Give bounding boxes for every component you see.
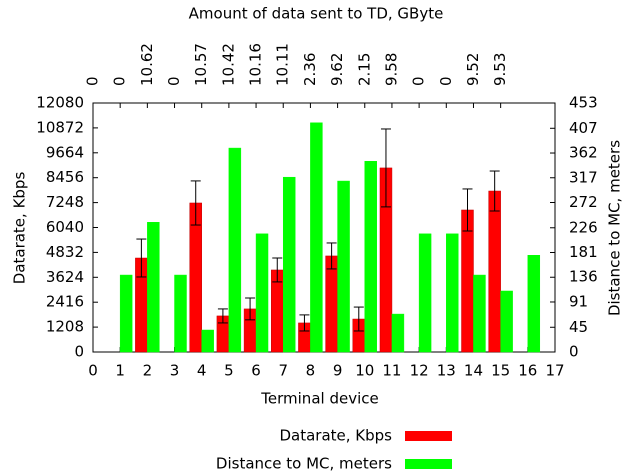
bar (527, 255, 541, 353)
x-tick-label: 11 (382, 362, 401, 380)
legend-label: Distance to MC, meters (216, 455, 392, 473)
x-tick-label: 16 (518, 362, 537, 380)
error-bar (353, 306, 364, 332)
y2-tick-label: 407 (569, 119, 598, 137)
error-bar (489, 170, 500, 212)
y2-tick-label: 453 (569, 94, 598, 112)
x-tick-label: 13 (437, 362, 456, 380)
x-tick-label: 4 (197, 362, 207, 380)
x-axis-label: Terminal device (260, 390, 378, 408)
x2-tick-label: 10.11 (274, 43, 292, 86)
x-tick-label: 17 (545, 362, 564, 380)
y-axis-label: Datarate, Kbps (11, 172, 29, 285)
x2-tick-label: 0 (111, 76, 129, 86)
bar (201, 329, 214, 353)
bar (500, 290, 513, 353)
y-tick-label: 0 (74, 343, 84, 361)
x-tick-label: 6 (251, 362, 261, 380)
y2-tick-label: 45 (569, 318, 588, 336)
y2-tick-label: 91 (569, 292, 588, 310)
bar (488, 190, 501, 353)
y2-tick-label: 317 (569, 168, 598, 186)
x2-tick-label: 10.16 (247, 43, 265, 86)
y-tick-label: 7248 (46, 193, 84, 211)
x2-tick-label: 2.36 (301, 53, 319, 86)
bar (255, 233, 269, 353)
y-tick-label: 10872 (36, 118, 84, 136)
bar (391, 313, 405, 353)
y-tick-label: 8456 (46, 168, 84, 186)
x-tick-label: 1 (115, 362, 125, 380)
legend-label: Datarate, Kbps (279, 427, 392, 445)
x2-tick-label: 0 (437, 76, 455, 86)
bar (310, 122, 323, 353)
legend-swatch (405, 459, 452, 469)
error-bar (245, 297, 256, 321)
y-tick-label: 2416 (46, 293, 84, 311)
x-tick-label: 12 (410, 362, 429, 380)
bar (147, 222, 160, 353)
error-bar (380, 128, 391, 208)
bar (446, 233, 459, 353)
y2-tick-label: 0 (569, 343, 579, 361)
error-bar (190, 180, 201, 226)
error-bar (136, 238, 147, 278)
legend-swatch (405, 431, 452, 441)
x-tick-label: 7 (278, 362, 288, 380)
y-tick-label: 3624 (46, 268, 84, 286)
y2-axis-label: Distance to MC, meters (606, 140, 624, 316)
error-bar (217, 308, 228, 324)
x-tick-label: 3 (170, 362, 180, 380)
y2-tick-label: 272 (569, 193, 598, 211)
x-tick-label: 2 (143, 362, 153, 380)
plot-frame (92, 102, 556, 353)
bar (364, 161, 377, 353)
y-tick-label: 1208 (46, 318, 84, 336)
x-tick-label: 10 (355, 362, 374, 380)
error-bar (326, 242, 337, 270)
bar (418, 233, 432, 353)
bar (473, 274, 486, 353)
x2-tick-label: 9.62 (328, 53, 346, 86)
x2-tick-label: 10.57 (192, 43, 210, 86)
bar (228, 147, 242, 353)
x2-tick-label: 9.52 (464, 53, 482, 86)
x2-tick-label: 2.15 (355, 53, 373, 86)
y-tick-label: 4832 (46, 243, 84, 261)
x2-tick-label: 9.53 (491, 53, 509, 86)
x2-tick-label: 0 (165, 76, 183, 86)
x-tick-label: 0 (88, 362, 98, 380)
y2-tick-label: 136 (569, 268, 598, 286)
y-tick-label: 9664 (46, 143, 84, 161)
x-tick-label: 15 (491, 362, 510, 380)
y2-tick-label: 226 (569, 218, 598, 236)
x-tick-label: 9 (333, 362, 343, 380)
bar (282, 176, 296, 353)
error-bar (272, 257, 283, 283)
x2-tick-label: 0 (84, 76, 102, 86)
bar (174, 274, 187, 353)
y2-tick-label: 181 (569, 243, 598, 261)
x-tick-label: 8 (306, 362, 316, 380)
y2-tick-label: 362 (569, 144, 598, 162)
y-tick-label: 12080 (36, 94, 84, 112)
x2-tick-label: 10.42 (219, 43, 237, 86)
chart-title: Amount of data sent to TD, GByte (189, 5, 444, 23)
x-tick-label: 14 (464, 362, 483, 380)
x2-tick-label: 0 (410, 76, 428, 86)
x-tick-label: 5 (224, 362, 234, 380)
y-tick-label: 6040 (46, 218, 84, 236)
bar (325, 255, 338, 353)
error-bar (299, 314, 310, 332)
x2-tick-label: 9.58 (382, 53, 400, 86)
error-bar (462, 188, 473, 232)
x2-tick-label: 10.62 (138, 43, 156, 86)
bar (337, 180, 350, 353)
bar (119, 274, 133, 353)
